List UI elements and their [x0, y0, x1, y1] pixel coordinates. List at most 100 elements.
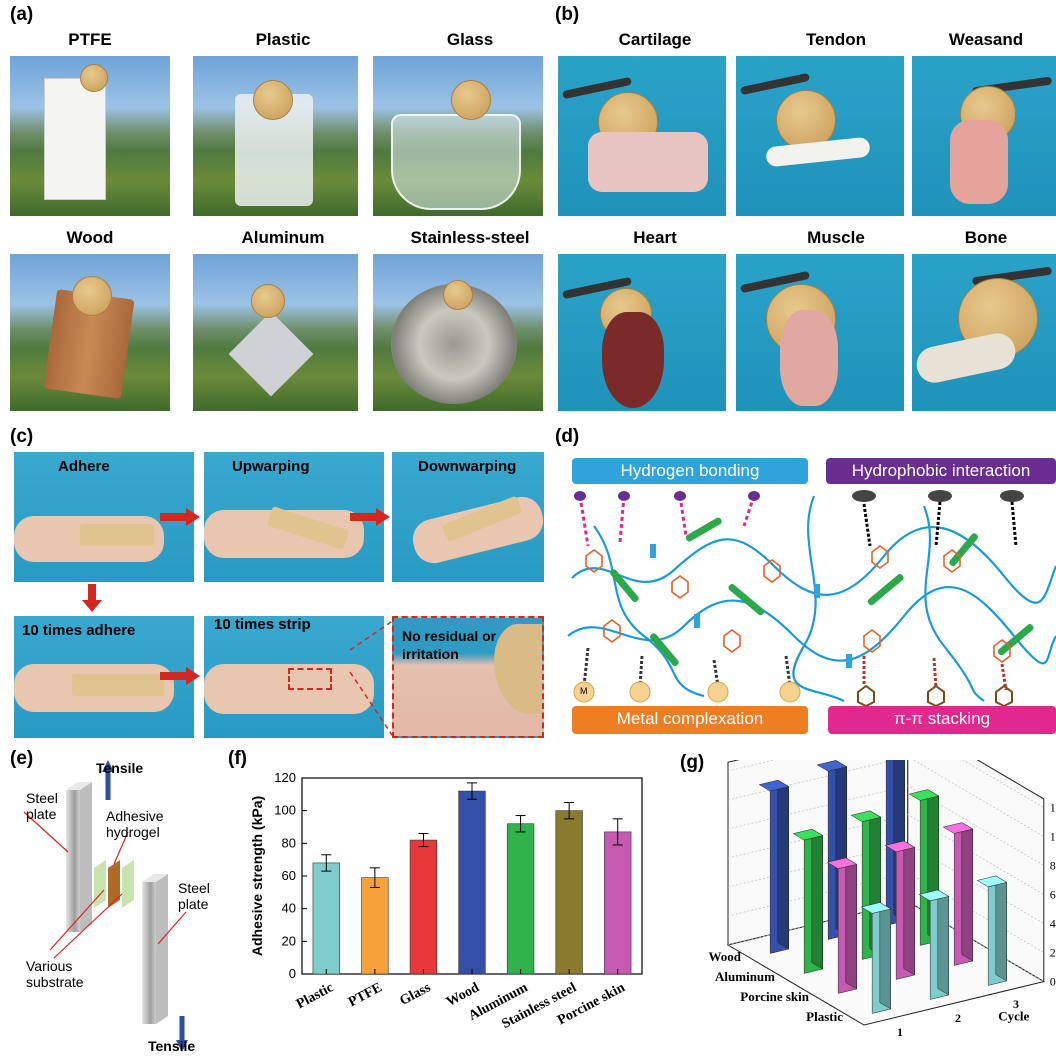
photo-glass — [373, 56, 543, 216]
weasand-tissue — [950, 120, 1008, 204]
bar-plastic — [312, 862, 340, 975]
hydrogel-disc — [451, 80, 491, 120]
cycle-tick-label: 1 — [897, 1025, 903, 1039]
arrow-right-head — [376, 508, 390, 526]
photo-upwarping: Upwarping — [204, 452, 384, 582]
zoom-box — [288, 668, 332, 690]
bar3d-top — [826, 857, 858, 870]
photo-weasand — [912, 56, 1056, 216]
z-tick-label: 120 — [1050, 801, 1056, 815]
tensile-test-diagram — [23, 760, 188, 1052]
category-label: Porcine skin — [740, 989, 810, 1004]
arrow-right-head — [186, 508, 200, 526]
photo-title-stainless-steel: Stainless-steel — [410, 228, 530, 247]
bar-porcine-skin — [604, 831, 632, 975]
category-label: Plastic — [806, 1009, 843, 1024]
photo-title-bone: Bone — [964, 228, 1008, 247]
bar3d-top — [918, 889, 950, 902]
arrow-right — [160, 672, 188, 680]
y-axis-label: Adhesive strength (kPa) — [249, 796, 265, 956]
label-steel-1: Steel — [26, 790, 58, 806]
photo-10-times-adhere: 10 times adhere — [14, 616, 194, 738]
photo-tendon — [736, 56, 904, 216]
panel-g-label: (g) — [680, 752, 705, 773]
photo-title-aluminum: Aluminum — [241, 228, 325, 247]
zoom-lines — [349, 620, 395, 739]
y-tick-label: 0 — [289, 966, 296, 981]
bar-glass — [409, 839, 438, 975]
photo-title-weasand: Weasand — [948, 30, 1024, 49]
banner-hydrophobic-interaction: Hydrophobic interaction — [826, 458, 1056, 484]
bar-ptfe — [361, 877, 389, 975]
bar-aluminum — [506, 823, 535, 975]
label-various: Various — [26, 958, 73, 974]
bar3d-side — [811, 828, 823, 970]
bar3d-top — [942, 822, 974, 834]
bar3d-side — [845, 857, 857, 990]
photo-downwarping: Downwarping — [392, 452, 544, 582]
panel-e-label: (e) — [10, 748, 34, 769]
hydrogel-patch — [80, 524, 154, 546]
caption-adhere: Adhere — [58, 458, 110, 475]
arrow-down — [88, 584, 96, 602]
photo-aluminum — [193, 254, 358, 411]
photo-title-cartilage: Cartilage — [618, 30, 692, 49]
bar3d-side — [995, 875, 1007, 982]
caption-no-residual: No residual or — [402, 628, 497, 644]
bar3d-top — [758, 779, 790, 792]
heart-tissue — [602, 312, 664, 408]
banner-metal-complexation: Metal complexation — [572, 706, 808, 734]
caption-10-times-adhere: 10 times adhere — [22, 622, 136, 639]
panel-b-label: (b) — [555, 4, 580, 25]
label-hydrogel: hydrogel — [106, 824, 160, 840]
bar3d-side — [961, 822, 973, 962]
cycle-tick-label: 3 — [1013, 997, 1019, 1011]
metal-ion-label: M — [580, 686, 588, 696]
hydrogel-disc — [443, 280, 473, 310]
cycle-axis-label: Cycle — [998, 1008, 1029, 1023]
cartilage-tissue — [588, 132, 708, 192]
bone-tissue — [913, 329, 1019, 387]
bar3d-top — [884, 840, 916, 853]
arrow-right — [160, 513, 188, 521]
cycle-tick-label: 2 — [955, 1011, 961, 1025]
photo-stainless-steel — [373, 254, 543, 411]
photo-wood — [10, 254, 170, 411]
bar3d-top — [908, 789, 940, 801]
y-tick-label: 80 — [282, 835, 296, 850]
bar-stainless-steel — [555, 810, 583, 975]
photo-title-plastic: Plastic — [255, 30, 311, 49]
caption-irritation: irritation — [402, 646, 459, 662]
hydrogel-disc — [80, 64, 108, 92]
bar3d-top — [816, 760, 848, 772]
panel-d-label: (d) — [555, 426, 580, 447]
hydrogel-disc — [251, 284, 285, 318]
category-label: Aluminum — [715, 969, 775, 984]
z-tick-label: 40 — [1050, 917, 1056, 931]
z-tick-label: 60 — [1050, 888, 1056, 902]
y-tick-label: 20 — [282, 933, 296, 948]
photo-plastic — [193, 56, 358, 216]
y-tick-label: 40 — [282, 901, 296, 916]
label-plate-2: plate — [178, 896, 209, 912]
label-adhesive: Adhesive — [106, 808, 164, 824]
z-grid-line — [727, 760, 1044, 837]
y-tick-label: 60 — [282, 868, 296, 883]
hydrogel-disc — [72, 276, 112, 316]
x-tick-label: PTFE — [346, 980, 385, 1010]
category-label: Wood — [708, 949, 741, 964]
arrow-down-head — [82, 600, 102, 612]
photo-10-times-strip: 10 times strip — [204, 616, 384, 738]
ptfe-sheet — [44, 78, 106, 200]
bar3d-side — [903, 840, 915, 976]
arrow-right-head — [186, 667, 200, 685]
caption-downwarping: Downwarping — [418, 458, 517, 475]
bar3d-top — [860, 902, 892, 914]
z-tick-label: 0 — [1050, 975, 1056, 989]
panel-c-label: (c) — [10, 426, 34, 447]
label-tensile-bottom: Tensile — [148, 1038, 196, 1054]
adhesive-strength-bar-chart: 0 20 40 60 80 100 120 Adhesive strength (kPa) Pl… — [249, 770, 643, 1032]
label-tensile-top: Tensile — [96, 760, 144, 776]
muscle-tissue — [780, 310, 838, 406]
